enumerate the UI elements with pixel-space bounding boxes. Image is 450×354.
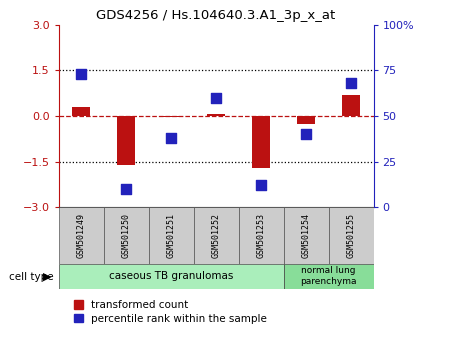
Text: normal lung
parenchyma: normal lung parenchyma — [300, 267, 357, 286]
Point — [122, 186, 130, 192]
Text: GSM501255: GSM501255 — [346, 213, 356, 258]
Text: GSM501253: GSM501253 — [256, 213, 266, 258]
Text: cell type: cell type — [9, 272, 54, 282]
Point — [212, 95, 220, 101]
Point — [167, 135, 175, 141]
Text: GSM501250: GSM501250 — [122, 213, 130, 258]
Point — [257, 182, 265, 188]
Point — [302, 131, 310, 137]
Text: ▶: ▶ — [43, 272, 51, 282]
Bar — [297, 116, 315, 125]
Legend: transformed count, percentile rank within the sample: transformed count, percentile rank withi… — [69, 296, 271, 328]
Bar — [284, 207, 328, 264]
Bar — [342, 95, 360, 116]
Bar — [238, 207, 284, 264]
Bar — [328, 207, 374, 264]
Bar — [117, 116, 135, 165]
Point — [347, 80, 355, 86]
Bar — [252, 116, 270, 168]
Bar — [207, 114, 225, 116]
Bar — [194, 207, 238, 264]
Bar — [58, 264, 284, 289]
Point — [77, 71, 85, 77]
Bar — [284, 264, 374, 289]
Bar — [162, 116, 180, 118]
Text: GSM501249: GSM501249 — [76, 213, 86, 258]
Bar — [148, 207, 194, 264]
Title: GDS4256 / Hs.104640.3.A1_3p_x_at: GDS4256 / Hs.104640.3.A1_3p_x_at — [96, 9, 336, 22]
Bar — [72, 107, 90, 116]
Text: GSM501251: GSM501251 — [166, 213, 176, 258]
Bar — [104, 207, 148, 264]
Bar — [58, 207, 104, 264]
Text: GSM501252: GSM501252 — [212, 213, 220, 258]
Text: caseous TB granulomas: caseous TB granulomas — [109, 271, 233, 281]
Text: GSM501254: GSM501254 — [302, 213, 310, 258]
